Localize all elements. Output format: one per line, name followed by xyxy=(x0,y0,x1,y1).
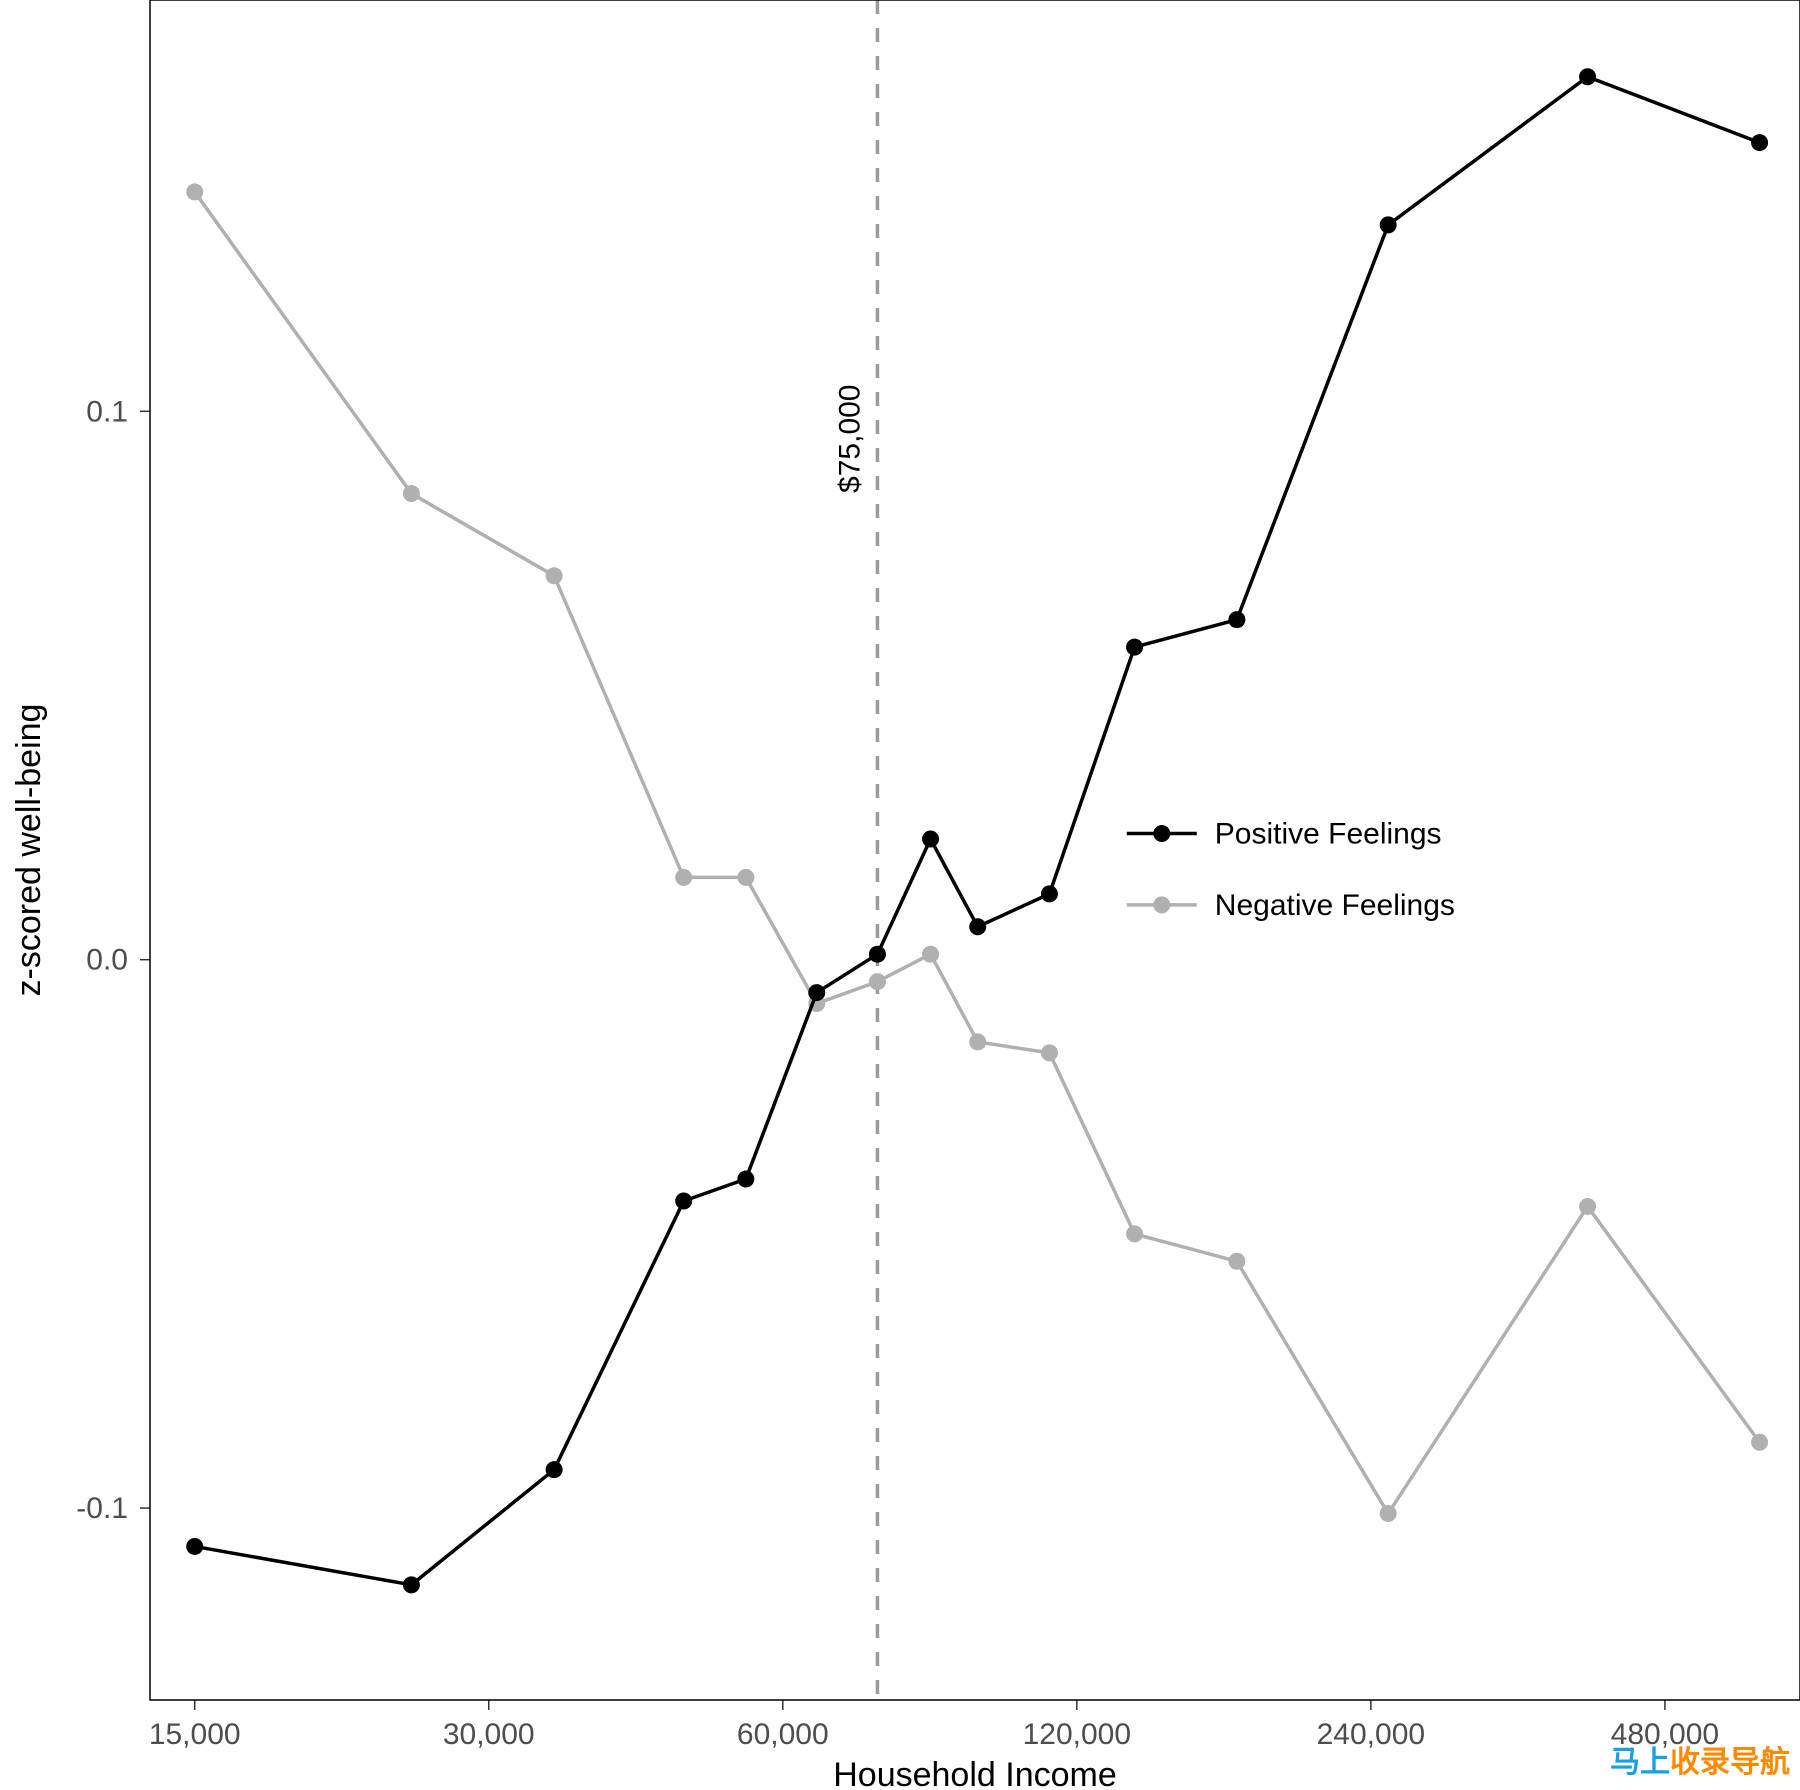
data-point xyxy=(403,1576,420,1593)
data-point xyxy=(1228,611,1245,628)
data-point xyxy=(1751,1434,1768,1451)
watermark: 马上收录导航 xyxy=(1610,1745,1790,1779)
data-point xyxy=(546,567,563,584)
legend-label: Negative Feelings xyxy=(1215,889,1455,922)
y-tick-label: 0.1 xyxy=(86,395,128,428)
data-point xyxy=(1579,1198,1596,1215)
legend-swatch-dot xyxy=(1153,825,1170,842)
y-axis-label: z-scored well-being xyxy=(10,704,48,997)
data-point xyxy=(675,869,692,886)
legend-label: Positive Feelings xyxy=(1215,818,1442,851)
data-point xyxy=(1041,885,1058,902)
data-point xyxy=(869,946,886,963)
x-tick-label: 60,000 xyxy=(737,1718,829,1751)
reference-line-label: $75,000 xyxy=(833,384,866,492)
data-point xyxy=(1041,1044,1058,1061)
data-point xyxy=(1126,1225,1143,1242)
data-point xyxy=(737,1171,754,1188)
data-point xyxy=(969,918,986,935)
y-tick-label: -0.1 xyxy=(76,1492,128,1525)
data-point xyxy=(808,984,825,1001)
data-point xyxy=(675,1192,692,1209)
data-point xyxy=(1380,1505,1397,1522)
data-point xyxy=(737,869,754,886)
data-point xyxy=(403,485,420,502)
data-point xyxy=(969,1033,986,1050)
data-point xyxy=(1751,134,1768,151)
data-point xyxy=(922,831,939,848)
data-point xyxy=(1380,216,1397,233)
data-point xyxy=(1579,68,1596,85)
watermark-text: 马上收录导航 xyxy=(1610,1745,1790,1779)
x-tick-label: 15,000 xyxy=(149,1718,241,1751)
x-tick-label: 240,000 xyxy=(1317,1718,1425,1751)
legend-swatch-dot xyxy=(1153,896,1170,913)
chart-svg: $75,00015,00030,00060,000120,000240,0004… xyxy=(0,0,1800,1790)
data-point xyxy=(546,1461,563,1478)
data-point xyxy=(186,1538,203,1555)
data-point xyxy=(1126,639,1143,656)
data-point xyxy=(922,946,939,963)
wellbeing-income-chart: $75,00015,00030,00060,000120,000240,0004… xyxy=(0,0,1800,1790)
y-tick-label: 0.0 xyxy=(86,944,128,977)
x-axis-label: Household Income xyxy=(833,1756,1117,1790)
x-tick-label: 30,000 xyxy=(443,1718,535,1751)
x-tick-label: 120,000 xyxy=(1023,1718,1131,1751)
data-point xyxy=(186,183,203,200)
data-point xyxy=(1228,1253,1245,1270)
data-point xyxy=(869,973,886,990)
